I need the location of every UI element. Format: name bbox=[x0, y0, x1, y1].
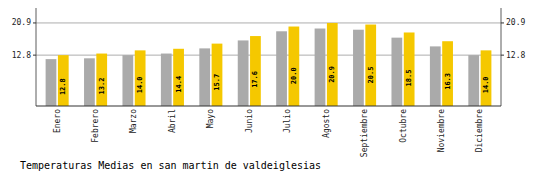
chart-container: 12.8 13.2 14.0 14.4 15.7 17.6 20.0 20.9 20.5 18.5… bbox=[0, 0, 537, 174]
data-label: 20.9 bbox=[328, 66, 336, 83]
bar bbox=[135, 50, 146, 106]
x-axis-line bbox=[36, 105, 501, 106]
y-tick bbox=[33, 22, 36, 23]
bar bbox=[122, 55, 133, 106]
x-tick-label: Diciembre bbox=[475, 109, 484, 153]
axes: 12.8 20.9 12.8 20.9 Enero Febrero Marzo Abril Ma… bbox=[12, 8, 526, 157]
y-tick-label: 12.8 bbox=[12, 51, 31, 60]
y-tick bbox=[33, 55, 36, 56]
chart-svg: 12.8 13.2 14.0 14.4 15.7 17.6 20.0 20.9 20.5 18.5… bbox=[0, 0, 537, 174]
x-tick-label: Septiembre bbox=[360, 109, 369, 157]
x-tick-label: Julio bbox=[283, 109, 292, 133]
bar bbox=[288, 27, 299, 106]
x-tick-label: Abril bbox=[168, 109, 177, 133]
data-label: 20.0 bbox=[290, 67, 298, 84]
bar bbox=[250, 36, 261, 106]
x-tick-label: Octubre bbox=[399, 109, 408, 143]
y2-tick-label: 20.9 bbox=[506, 18, 525, 27]
data-labels: 12.8 13.2 14.0 14.4 15.7 17.6 20.0 20.9 20.5 18.5… bbox=[59, 66, 490, 95]
bar bbox=[238, 40, 249, 106]
x-tick-label: Agosto bbox=[322, 109, 331, 138]
data-label: 17.6 bbox=[251, 71, 259, 88]
data-label: 18.5 bbox=[405, 70, 413, 87]
x-tick-label: Mayo bbox=[206, 109, 215, 128]
bar bbox=[276, 31, 287, 106]
bar bbox=[199, 48, 210, 106]
data-label: 14.0 bbox=[482, 76, 490, 93]
y-tick-label: 20.9 bbox=[12, 18, 31, 27]
bar bbox=[58, 55, 69, 106]
x-tick-label: Junio bbox=[245, 109, 254, 133]
x-tick-label: Febrero bbox=[91, 109, 100, 143]
y2-tick bbox=[501, 22, 504, 23]
bar bbox=[327, 23, 338, 106]
bar bbox=[353, 30, 364, 106]
bar bbox=[84, 58, 95, 106]
data-label: 14.0 bbox=[136, 76, 144, 93]
data-label: 13.2 bbox=[98, 78, 106, 95]
bar bbox=[430, 46, 441, 106]
bar bbox=[404, 32, 415, 106]
y2-tick-label: 12.8 bbox=[506, 51, 525, 60]
bar bbox=[173, 49, 184, 106]
y2-tick bbox=[501, 55, 504, 56]
bar bbox=[96, 54, 107, 106]
bar bbox=[212, 44, 223, 106]
chart-title: Temperaturas Medias en san martin de val… bbox=[20, 160, 321, 171]
bar bbox=[315, 29, 326, 106]
bars bbox=[46, 23, 492, 106]
bar bbox=[46, 59, 57, 106]
bar bbox=[442, 41, 453, 106]
bar bbox=[161, 54, 172, 106]
grid-line bbox=[36, 22, 501, 23]
bar bbox=[391, 38, 402, 106]
data-label: 12.8 bbox=[59, 78, 67, 95]
data-label: 15.7 bbox=[213, 74, 221, 91]
x-tick-label: Enero bbox=[53, 109, 62, 133]
x-tick-label: Marzo bbox=[129, 109, 138, 133]
bar bbox=[468, 55, 479, 106]
data-label: 16.3 bbox=[444, 73, 452, 90]
data-label: 14.4 bbox=[175, 76, 183, 93]
data-label: 20.5 bbox=[367, 67, 375, 84]
bar bbox=[365, 25, 376, 106]
x-tick-label: Noviembre bbox=[437, 109, 446, 153]
bar bbox=[481, 50, 492, 106]
